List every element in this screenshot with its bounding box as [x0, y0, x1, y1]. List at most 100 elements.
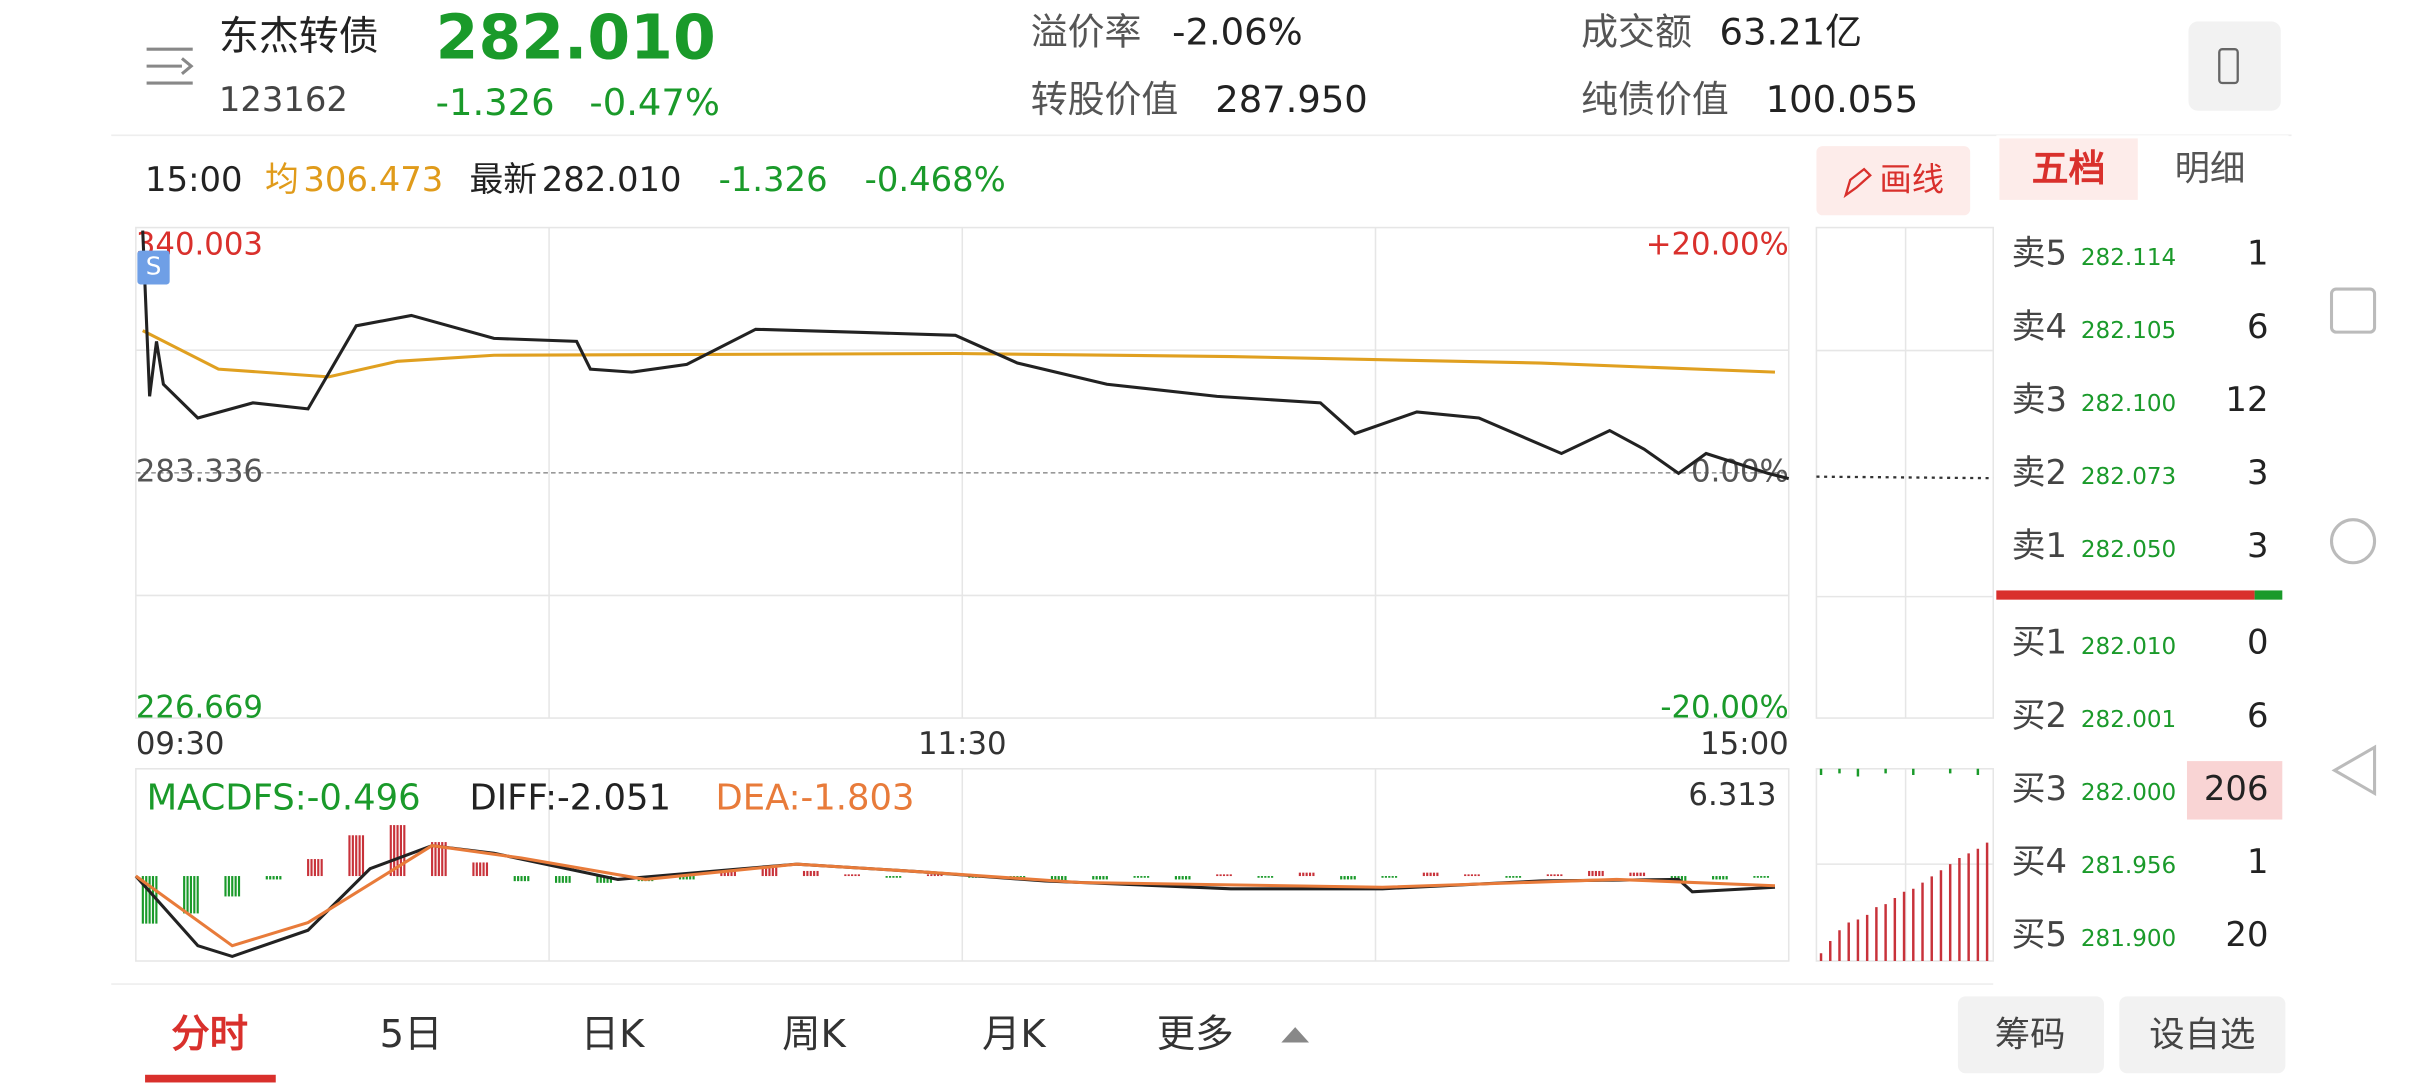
ob-price: 282.105 [2081, 318, 2176, 344]
info-time: 15:00 [145, 160, 242, 199]
ob-label: 买5 [2012, 915, 2067, 954]
turnover: 63.21亿 [1720, 10, 1863, 53]
info-avg: 306.473 [303, 160, 443, 199]
indicator-label: DIFF:-2.051 [469, 778, 670, 819]
nav-home[interactable] [2329, 518, 2377, 565]
ob-price: 282.000 [2081, 780, 2176, 806]
ob-price: 282.050 [2081, 537, 2176, 563]
price-chart: 226.669283.336340.003-20.00%0.00%+20.00%… [135, 227, 1790, 762]
x-tick-label: 09:30 [136, 726, 225, 762]
more-arrow[interactable] [1281, 1027, 1310, 1043]
button-label[interactable]: 设自选 [2149, 1014, 2255, 1055]
ob-volume: 20 [2225, 915, 2268, 954]
order-book: 卖5 282.114 1 卖4 282.105 6 卖3 282.100 12 卖2 282.073… [2012, 234, 2269, 954]
ob-volume: 6 [2247, 307, 2269, 346]
bond-label: 纯债价值 [1581, 78, 1729, 121]
ob-volume: 1 [2247, 234, 2269, 273]
ob-volume: 1 [2247, 842, 2269, 881]
ob-volume: 206 [2204, 769, 2269, 808]
ob-label: 卖1 [2012, 526, 2067, 565]
ob-volume: 6 [2247, 696, 2269, 735]
landscape-button[interactable] [2188, 21, 2281, 111]
ob-label: 买4 [2012, 842, 2067, 881]
y-tick-label: 226.669 [136, 689, 263, 725]
ob-volume: 3 [2247, 526, 2269, 565]
bond-code: 123162 [219, 80, 348, 119]
ob-price: 282.010 [2081, 634, 2176, 660]
turnover-label: 成交额 [1581, 10, 1692, 53]
annotation-bg [137, 250, 170, 285]
pen-icon [1843, 167, 1872, 199]
bond-name: 东杰转债 [219, 13, 379, 59]
ob-label: 卖5 [2012, 234, 2067, 273]
ob-price: 282.114 [2081, 245, 2176, 271]
ob-price: 282.001 [2081, 707, 2176, 733]
ob-ratio-sell [1996, 590, 2255, 600]
y-tick-label: 6.313 [1688, 777, 1776, 813]
y2-tick-label: 0.00% [1691, 453, 1789, 489]
ob-label: 买3 [2012, 769, 2067, 808]
period-tab[interactable]: 分时 [171, 1012, 248, 1057]
nav-recent[interactable] [2329, 287, 2377, 334]
ob-price: 281.900 [2081, 926, 2176, 952]
indicator-label: MACDFS:-0.496 [147, 778, 421, 819]
watch-button[interactable] [2119, 996, 2286, 1074]
ob-price: 282.100 [2081, 391, 2176, 417]
y-tick-label: 283.336 [136, 453, 263, 489]
change: -1.326 [436, 81, 555, 124]
ob-tab[interactable]: 明细 [2175, 149, 2246, 190]
chip-button[interactable] [1957, 996, 2104, 1074]
line-series [142, 329, 1776, 379]
ob-label: 买2 [2012, 696, 2067, 735]
nav-back[interactable] [2331, 744, 2377, 797]
info-change: -1.326 [719, 160, 828, 199]
period-tab[interactable]: 周K [782, 1012, 846, 1057]
change-pct: -0.47% [589, 81, 720, 124]
indicator-label: DEA:-1.803 [716, 778, 915, 819]
line-series [141, 230, 1790, 481]
ob-label: 卖4 [2012, 307, 2067, 346]
ob-ratio-buy [2254, 590, 2283, 600]
tab-underline [145, 1074, 276, 1083]
button-label[interactable]: 筹码 [1995, 1014, 2066, 1055]
ob-volume: 3 [2247, 453, 2269, 492]
conv-label: 转股价值 [1031, 78, 1179, 121]
period-tab[interactable]: 日K [581, 1012, 645, 1057]
period-tab[interactable]: 月K [982, 1012, 1046, 1057]
y2-tick-label: +20.00% [1646, 227, 1789, 263]
ob-tab[interactable]: 五档 [2032, 147, 2106, 190]
conv: 287.950 [1215, 78, 1368, 121]
ob-tab-active[interactable] [1999, 138, 2138, 200]
annotation: S [146, 252, 162, 281]
ob-volume: 0 [2247, 623, 2269, 662]
x-tick-label: 15:00 [1700, 726, 1789, 762]
ob-volume-highlight [2186, 761, 2283, 820]
ob-label: 买1 [2012, 623, 2067, 662]
x-tick-label: 11:30 [918, 726, 1007, 762]
info-latest: 282.010 [542, 160, 682, 199]
info-avg-label: 均 [265, 160, 299, 199]
premium-label: 溢价率 [1031, 10, 1142, 53]
period-tab[interactable]: 更多 [1157, 1012, 1234, 1057]
price: 282.010 [436, 2, 716, 74]
line-series [134, 844, 1776, 948]
menu-icon[interactable] [146, 47, 194, 85]
premium: -2.06% [1172, 10, 1303, 53]
ob-volume: 12 [2225, 380, 2268, 419]
phone-icon [2218, 48, 2239, 85]
period-tabs: 分时 5日 日K 周K 月K 更多 [171, 1012, 1233, 1057]
y2-tick-label: -20.00% [1660, 689, 1788, 725]
bond: 100.055 [1766, 78, 1919, 121]
draw-button-label: 画线 [1879, 160, 1944, 198]
macd-chart: MACDFS:-0.496 DIFF:-2.051 DEA:-1.803 6.313 [134, 768, 1790, 962]
ob-label: 卖3 [2012, 380, 2067, 419]
ob-price: 282.073 [2081, 464, 2176, 490]
draw-button[interactable] [1816, 146, 1971, 216]
info-latest-label: 最新 [469, 160, 537, 199]
info-change-pct: -0.468% [865, 160, 1006, 199]
ob-price: 281.956 [2081, 853, 2176, 879]
ob-label: 卖2 [2012, 453, 2067, 492]
period-tab[interactable]: 5日 [380, 1012, 443, 1057]
